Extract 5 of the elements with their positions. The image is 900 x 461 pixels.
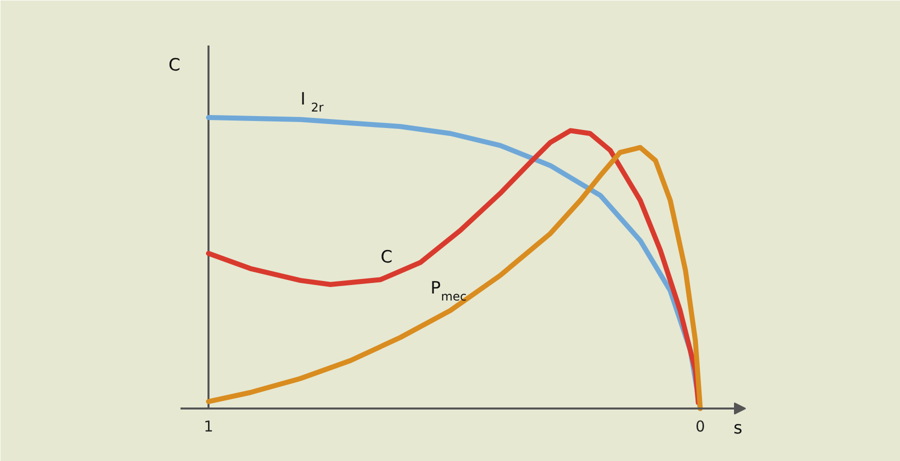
series-label: C	[380, 248, 392, 268]
x-tick-label: 1	[204, 418, 214, 436]
x-axis-title: s	[734, 418, 742, 438]
y-axis-title: C	[168, 56, 180, 76]
x-tick-label: 0	[695, 418, 706, 436]
